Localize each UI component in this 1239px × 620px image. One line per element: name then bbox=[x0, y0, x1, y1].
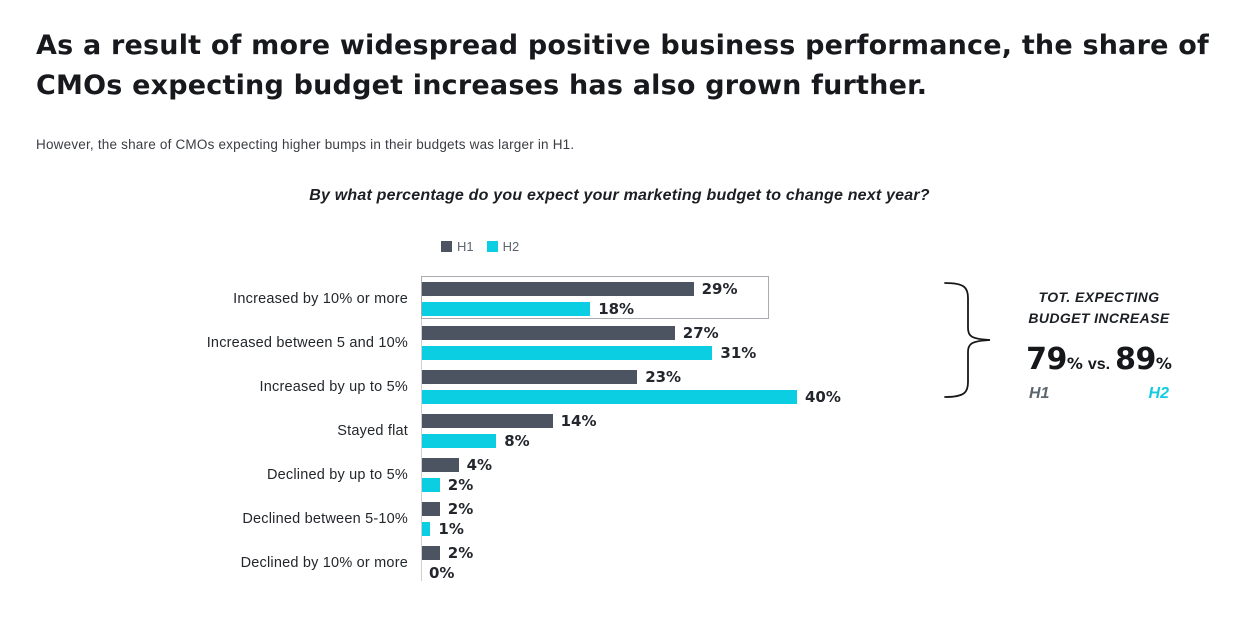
value-label-h1: 23% bbox=[645, 368, 682, 386]
value-label-h2: 2% bbox=[447, 476, 474, 494]
value-label-h2: 8% bbox=[504, 432, 530, 450]
annotation-title: TOT. EXPECTING BUDGET INCREASE bbox=[1003, 287, 1195, 329]
category-bars: 23% 40% bbox=[421, 365, 841, 409]
value-label-h2: 0% bbox=[429, 564, 455, 582]
category-row: Declined by up to 5% 4% 2% bbox=[185, 453, 965, 497]
y-axis-line bbox=[421, 277, 422, 581]
legend-label: H2 bbox=[502, 239, 520, 254]
value-label-h2: 18% bbox=[598, 300, 635, 318]
bar-line-h1: 2% bbox=[421, 544, 474, 562]
category-row: Stayed flat 14% 8% bbox=[185, 409, 965, 453]
h2-total-value: 89 bbox=[1115, 342, 1156, 377]
bar-h1 bbox=[421, 326, 675, 340]
category-label: Increased between 5 and 10% bbox=[206, 334, 408, 351]
bar-chart: Increased by 10% or more 29% 18% Increased … bbox=[185, 276, 965, 587]
bar-line-h2: 8% bbox=[421, 432, 597, 450]
category-row: Increased between 5 and 10% 27% 31% bbox=[185, 321, 965, 365]
bar-h2 bbox=[421, 346, 713, 360]
bar-line-h1: 4% bbox=[421, 456, 493, 474]
bar-line-h2: 1% bbox=[421, 520, 473, 538]
bar-line-h1: 23% bbox=[421, 368, 841, 386]
category-label: Increased by up to 5% bbox=[259, 378, 408, 395]
value-label-h1: 2% bbox=[447, 500, 474, 518]
annotation-title-line1: TOT. EXPECTING bbox=[1038, 289, 1160, 305]
chart-legend: H1 H2 bbox=[441, 239, 519, 254]
bar-h1 bbox=[421, 502, 440, 516]
h2-total-suffix: % bbox=[1155, 354, 1172, 373]
category-label: Stayed flat bbox=[337, 422, 408, 439]
category-label: Increased by 10% or more bbox=[233, 290, 408, 307]
category-bars: 29% 18% bbox=[421, 277, 738, 321]
h2-series-label: H2 bbox=[1148, 385, 1169, 402]
bar-h1 bbox=[421, 546, 440, 560]
h1-total-suffix: % bbox=[1066, 354, 1083, 373]
bar-h2 bbox=[421, 390, 797, 404]
bar-line-h2: 31% bbox=[421, 344, 757, 362]
bar-line-h2: 18% bbox=[421, 300, 738, 318]
bar-h2 bbox=[421, 478, 440, 492]
category-label: Declined by 10% or more bbox=[240, 554, 408, 571]
bar-h1 bbox=[421, 282, 694, 296]
subtitle: However, the share of CMOs expecting hig… bbox=[36, 137, 575, 152]
category-bars: 4% 2% bbox=[421, 453, 492, 497]
annotation-series-labels: H1 H2 bbox=[1003, 385, 1195, 403]
legend-label: H1 bbox=[457, 239, 474, 254]
value-label-h1: 4% bbox=[466, 456, 493, 474]
bar-line-h2: 40% bbox=[421, 388, 841, 406]
legend-swatch-h2 bbox=[486, 241, 498, 252]
value-label-h1: 14% bbox=[560, 412, 597, 430]
bar-line-h2: 0% bbox=[421, 564, 473, 582]
bar-h2 bbox=[421, 522, 431, 536]
bar-line-h1: 27% bbox=[421, 324, 756, 342]
bar-line-h2: 2% bbox=[421, 476, 492, 494]
value-label-h1: 29% bbox=[701, 280, 738, 298]
category-row: Increased by 10% or more 29% 18% bbox=[185, 277, 965, 321]
bar-h2 bbox=[421, 434, 497, 448]
value-label-h2: 40% bbox=[805, 388, 841, 406]
bar-line-h1: 2% bbox=[421, 500, 474, 518]
bar-h1 bbox=[421, 458, 459, 472]
value-label-h2: 1% bbox=[438, 520, 464, 538]
category-bars: 14% 8% bbox=[421, 409, 597, 453]
total-annotation: TOT. EXPECTING BUDGET INCREASE 79% vs. 89%… bbox=[1003, 287, 1195, 403]
category-bars: 2% 0% bbox=[421, 541, 473, 585]
h1-total-value: 79 bbox=[1026, 342, 1067, 377]
value-label-h2: 31% bbox=[720, 344, 757, 362]
annotation-values: 79% vs. 89% bbox=[1003, 342, 1195, 377]
value-label-h1: 27% bbox=[682, 324, 719, 342]
legend-item-h2: H2 bbox=[486, 239, 520, 254]
annotation-title-line2: BUDGET INCREASE bbox=[1028, 310, 1170, 326]
legend-item-h1: H1 bbox=[441, 239, 474, 254]
curly-brace bbox=[944, 282, 991, 398]
category-row: Increased by up to 5% 23% 40% bbox=[185, 365, 965, 409]
bar-h2 bbox=[421, 302, 591, 316]
bar-h1 bbox=[421, 414, 553, 428]
category-bars: 2% 1% bbox=[421, 497, 473, 541]
category-label: Declined between 5-10% bbox=[242, 510, 408, 527]
chart-rows: Increased by 10% or more 29% 18% Increased … bbox=[185, 277, 965, 585]
bar-h1 bbox=[421, 370, 638, 384]
headline: As a result of more widespread positive … bbox=[36, 30, 1209, 101]
h1-series-label: H1 bbox=[1029, 385, 1050, 402]
legend-swatch-h1 bbox=[441, 241, 452, 252]
category-row: Declined between 5-10% 2% 1% bbox=[185, 497, 965, 541]
chart-question-title: By what percentage do you expect your ma… bbox=[309, 187, 930, 204]
category-bars: 27% 31% bbox=[421, 321, 756, 365]
category-row: Declined by 10% or more 2% 0% bbox=[185, 541, 965, 585]
bar-line-h1: 29% bbox=[421, 280, 738, 298]
vs-label: vs. bbox=[1087, 356, 1111, 373]
bar-line-h1: 14% bbox=[421, 412, 597, 430]
category-label: Declined by up to 5% bbox=[266, 466, 408, 483]
value-label-h1: 2% bbox=[447, 544, 474, 562]
